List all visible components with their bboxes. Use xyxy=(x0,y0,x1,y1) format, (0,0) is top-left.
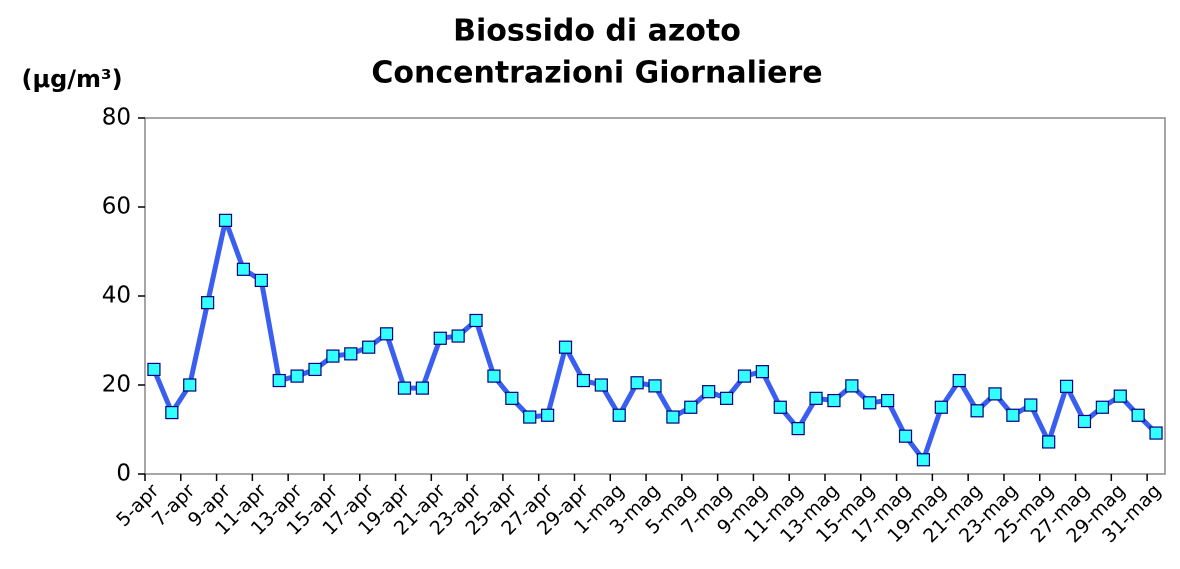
point-marker xyxy=(970,404,984,418)
point-marker xyxy=(308,362,322,377)
point-marker xyxy=(1113,389,1127,403)
point-marker xyxy=(451,329,465,343)
y-tick-label: 20 xyxy=(102,372,131,398)
point-marker xyxy=(576,373,591,388)
y-tick-label: 0 xyxy=(116,461,131,487)
point-marker xyxy=(702,385,716,399)
point-marker xyxy=(684,400,698,414)
point-marker xyxy=(934,400,948,414)
point-marker xyxy=(1059,379,1074,393)
point-marker xyxy=(1095,400,1109,414)
y-tick-label: 80 xyxy=(102,105,131,131)
point-marker xyxy=(505,391,519,405)
point-marker xyxy=(630,376,644,390)
point-marker xyxy=(433,331,447,345)
point-marker xyxy=(863,396,877,410)
point-marker xyxy=(648,379,662,393)
point-marker xyxy=(1149,426,1163,440)
point-marker xyxy=(898,429,913,443)
point-marker xyxy=(379,327,394,341)
point-marker xyxy=(165,405,179,420)
point-marker xyxy=(523,410,537,424)
point-marker xyxy=(916,453,931,467)
point-marker xyxy=(1131,408,1145,422)
series-line xyxy=(151,217,1158,463)
point-marker xyxy=(1077,414,1092,429)
chart-title: Biossido di azoto xyxy=(453,14,741,49)
point-marker xyxy=(558,340,573,354)
point-marker xyxy=(290,369,304,383)
point-marker xyxy=(397,381,412,395)
point-marker xyxy=(1042,435,1056,449)
point-marker xyxy=(737,369,752,383)
point-marker xyxy=(415,381,429,395)
point-marker xyxy=(1006,408,1020,422)
point-marker xyxy=(487,369,501,383)
point-marker xyxy=(612,408,626,422)
point-marker xyxy=(147,362,161,377)
point-marker xyxy=(1024,398,1038,412)
point-marker xyxy=(666,410,680,424)
point-marker xyxy=(594,378,608,392)
point-marker xyxy=(272,373,286,388)
point-marker xyxy=(218,213,233,227)
point-marker xyxy=(254,273,268,288)
point-marker xyxy=(344,347,358,361)
point-marker xyxy=(773,400,787,414)
y-tick-label: 40 xyxy=(102,283,131,309)
y-axis-label: (μg/m³) xyxy=(21,65,122,93)
point-marker xyxy=(362,340,376,354)
point-marker xyxy=(201,296,215,310)
point-marker xyxy=(183,378,197,392)
point-marker xyxy=(809,391,823,405)
y-tick-label: 60 xyxy=(102,194,131,220)
point-marker xyxy=(952,373,966,388)
point-marker xyxy=(988,387,1002,401)
point-marker xyxy=(719,391,734,405)
chart-subtitle: Concentrazioni Giornaliere xyxy=(371,56,822,91)
point-marker xyxy=(469,313,483,328)
point-marker xyxy=(236,262,251,276)
point-marker xyxy=(845,379,859,393)
point-marker xyxy=(791,422,805,436)
point-marker xyxy=(541,408,555,422)
point-marker xyxy=(827,393,841,408)
point-marker xyxy=(326,349,340,363)
point-marker xyxy=(755,365,769,379)
point-marker xyxy=(881,393,895,408)
